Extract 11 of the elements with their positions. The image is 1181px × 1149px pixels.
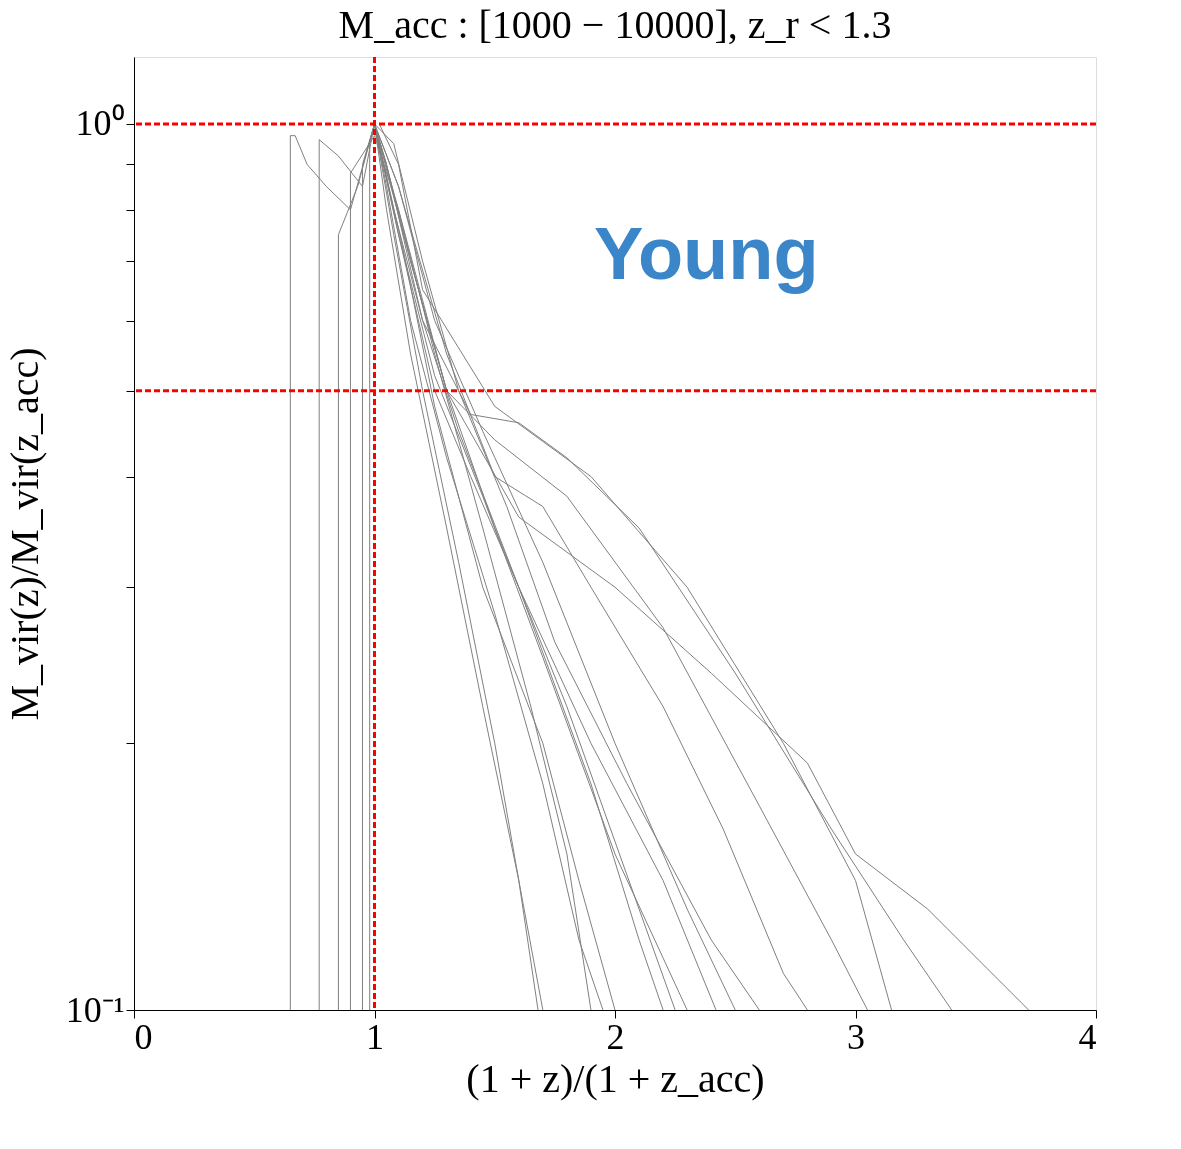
x-axis-title: (1 + z)/(1 + z_acc) xyxy=(466,1055,765,1101)
x-tick-label: 1 xyxy=(366,1016,384,1057)
y-axis-title: M_vir(z)/M_vir(z_acc) xyxy=(1,347,47,721)
x-tick-label: 3 xyxy=(847,1016,865,1057)
y-tick-label: 10⁻¹ xyxy=(65,989,125,1030)
x-tick-label: 0 xyxy=(134,1016,153,1057)
chart-title: M_acc : [1000 − 10000], z_r < 1.3 xyxy=(338,1,892,47)
y-tick-label: 10⁰ xyxy=(75,103,125,144)
x-tick-label: 2 xyxy=(606,1016,625,1057)
x-tick-label: 4 xyxy=(1078,1016,1097,1057)
annotation: Young xyxy=(594,212,819,296)
